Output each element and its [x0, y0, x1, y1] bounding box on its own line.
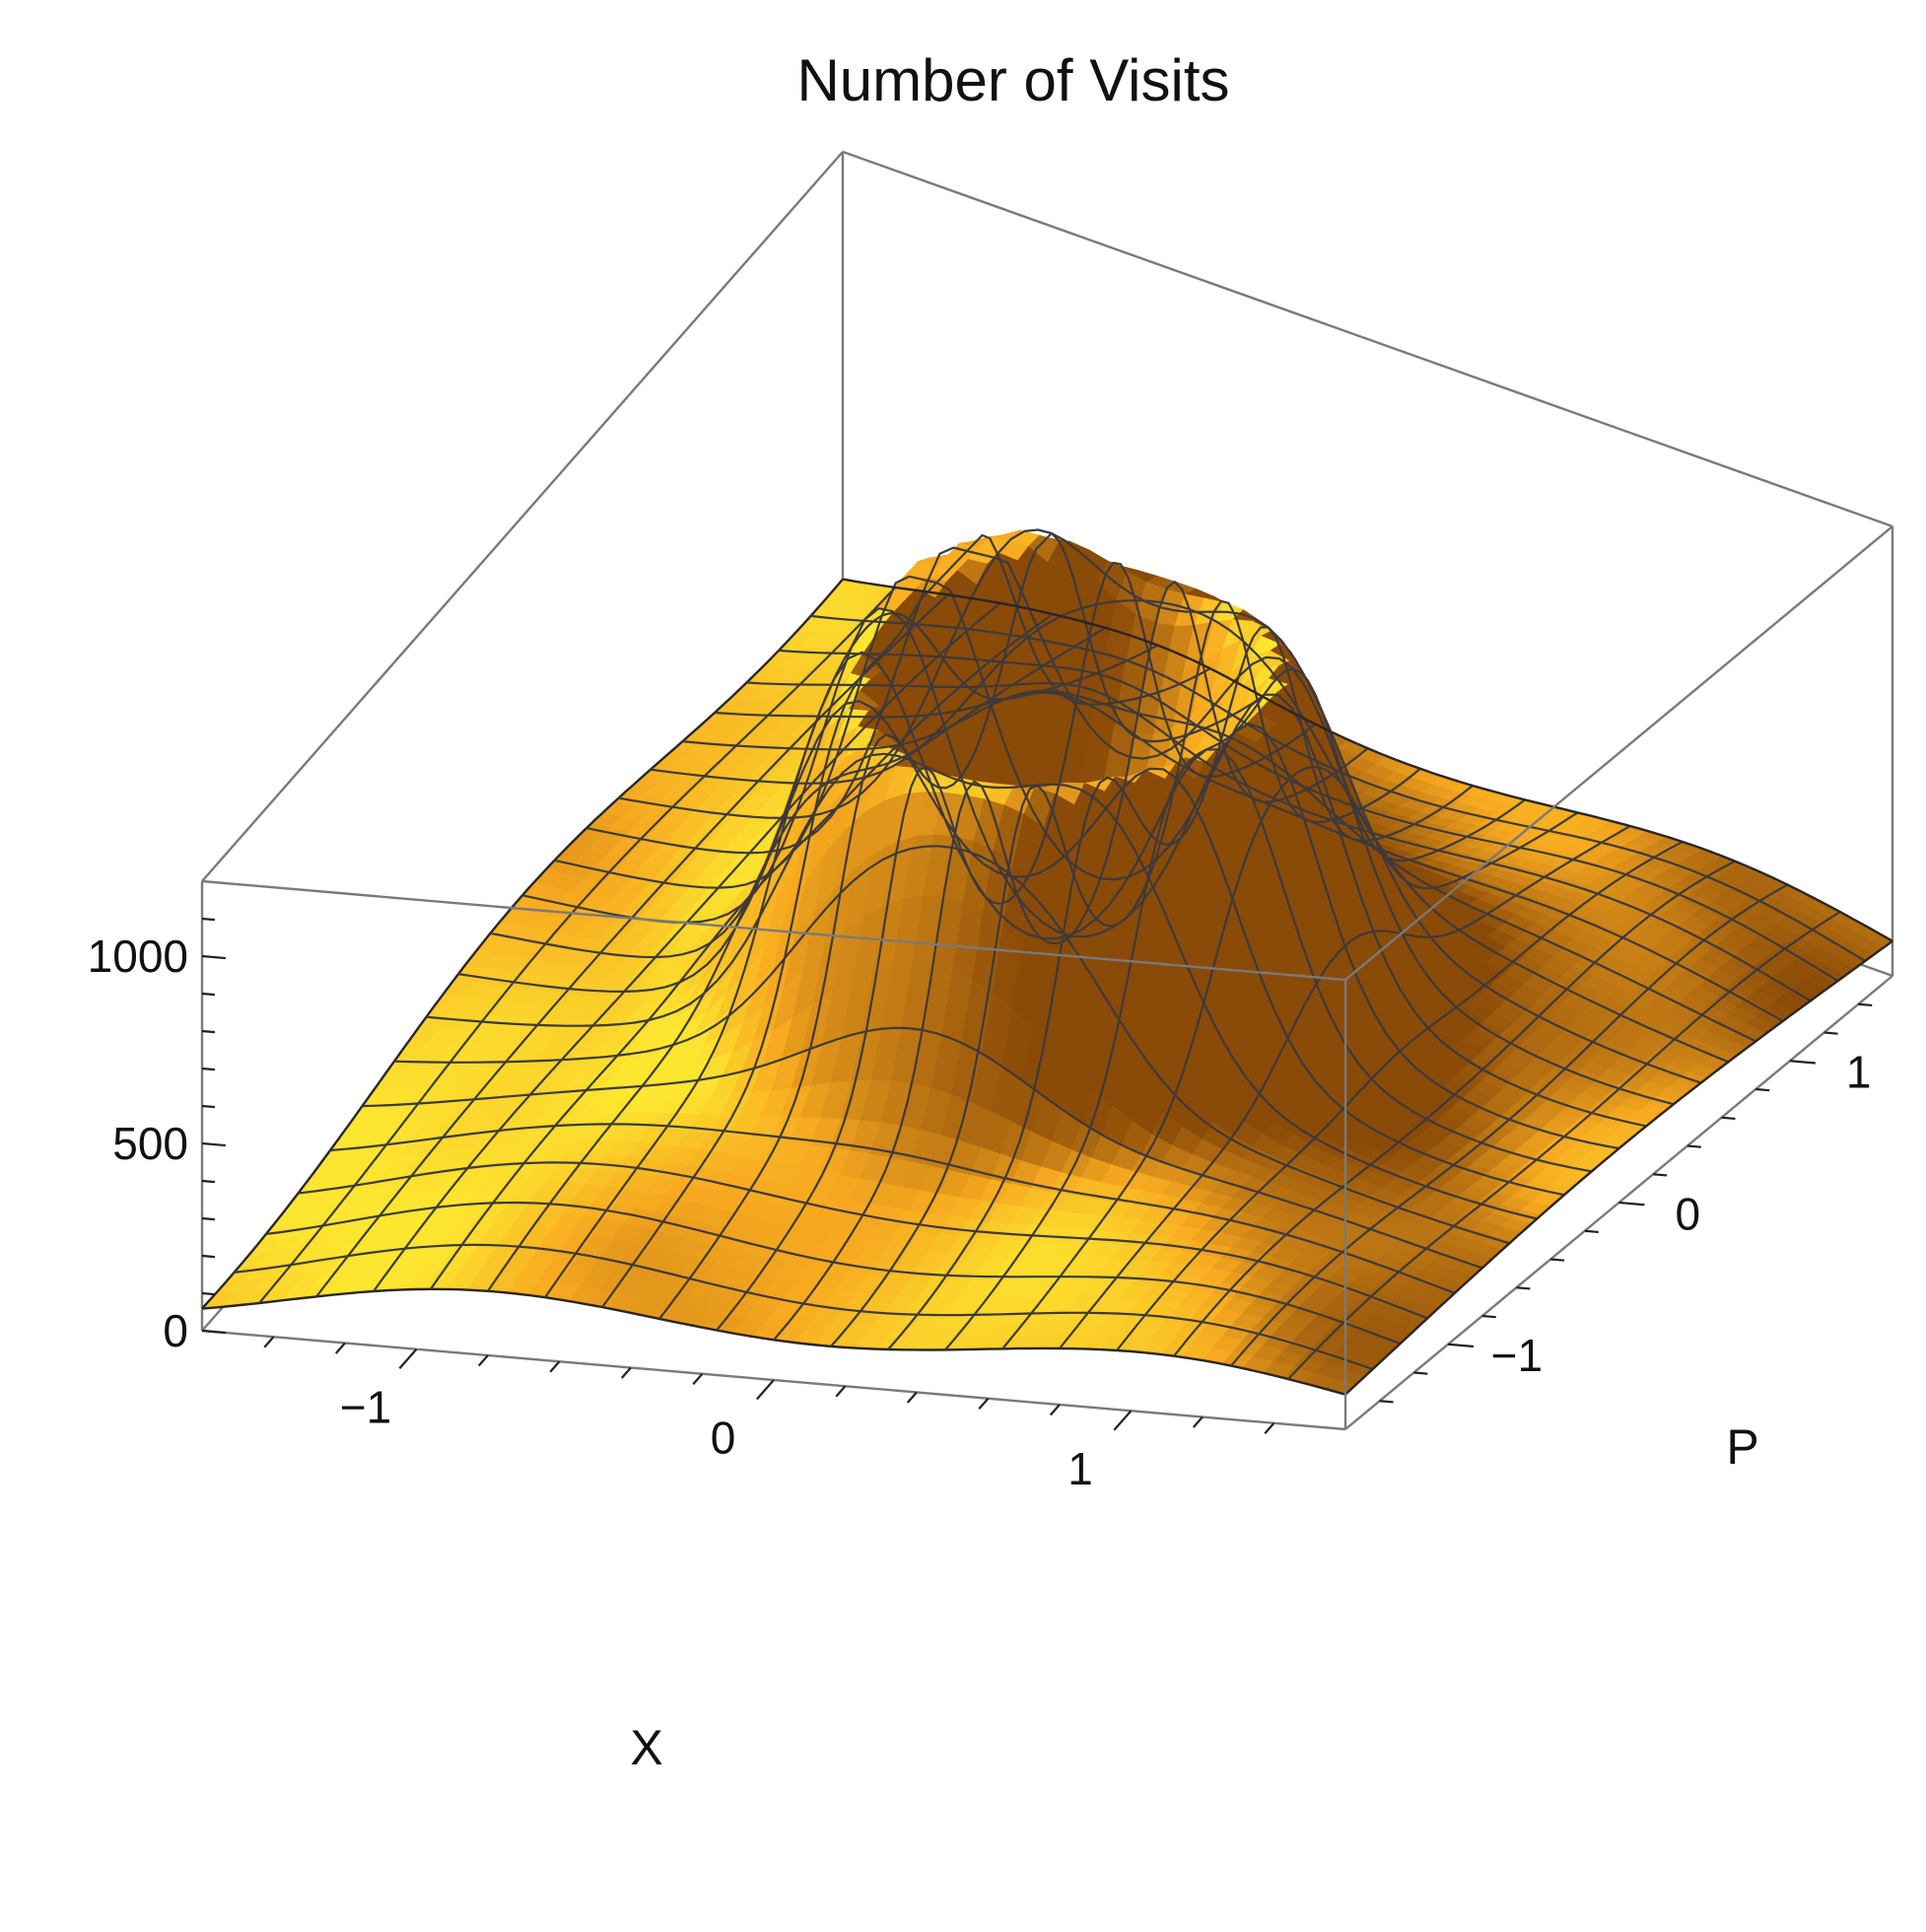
mesh-line-x — [830, 599, 1421, 1347]
p-tick-mark — [1413, 1371, 1428, 1375]
z-tick-mark — [201, 1029, 216, 1034]
y-axis-label: P — [1726, 1419, 1758, 1475]
mesh-line-p — [682, 689, 1756, 1043]
p-tick-mark — [1618, 1201, 1645, 1207]
p-tick-mark — [1550, 1258, 1565, 1262]
p-tick-mark — [1755, 1087, 1770, 1092]
z-tick-label: 1000 — [88, 931, 188, 982]
box-edge-top-front — [201, 879, 1346, 982]
z-tick-mark — [201, 954, 227, 960]
z-tick-mark — [201, 1254, 216, 1259]
mesh-line-p — [618, 528, 1702, 1084]
z-tick-mark — [201, 992, 216, 997]
x-tick-mark — [692, 1373, 704, 1385]
p-tick-label: 1 — [1846, 1047, 1872, 1098]
z-tick-mark — [201, 917, 216, 922]
x-tick-mark — [1192, 1415, 1204, 1428]
p-tick-label: 0 — [1675, 1188, 1700, 1239]
mesh-line-p — [746, 681, 1812, 1002]
mesh-line-x — [1173, 860, 1736, 1357]
z-tick-mark — [201, 1216, 216, 1221]
p-tick-mark — [1481, 1314, 1496, 1319]
x-tick-label: −1 — [340, 1381, 391, 1432]
x-tick-mark — [1264, 1422, 1275, 1434]
x-tick-mark — [978, 1398, 990, 1410]
x-tick-mark — [620, 1366, 632, 1379]
z-tick-mark — [201, 1067, 216, 1071]
z-tick-mark — [201, 1329, 227, 1335]
p-tick-mark — [1789, 1060, 1816, 1065]
box-edge-top-back — [842, 150, 1893, 528]
p-tick-mark — [1584, 1229, 1599, 1234]
p-tick-mark — [1516, 1286, 1531, 1290]
p-tick-mark — [1379, 1400, 1394, 1404]
x-tick-label: 1 — [1067, 1443, 1093, 1494]
p-tick-mark — [1653, 1173, 1668, 1177]
z-tick-mark — [201, 1291, 216, 1296]
x-tick-mark — [549, 1360, 561, 1373]
axis-labels: Number of Visits X P — [630, 47, 1758, 1775]
x-tick-mark — [334, 1342, 346, 1354]
p-tick-mark — [1721, 1116, 1736, 1121]
x-tick-mark — [1049, 1404, 1061, 1416]
z-tick-label: 500 — [112, 1118, 188, 1169]
x-tick-mark — [756, 1379, 775, 1401]
x-tick-mark — [906, 1391, 918, 1404]
mesh-line-p — [714, 691, 1784, 1022]
mesh-line-p — [778, 649, 1839, 983]
x-axis-label: X — [630, 1720, 662, 1775]
p-tick-mark — [1858, 1002, 1873, 1007]
x-tick-mark — [1113, 1410, 1133, 1431]
mesh-line-p — [521, 607, 1619, 1150]
box-edge-top-left — [201, 151, 844, 882]
mesh-line-x — [1116, 841, 1684, 1351]
x-tick-mark — [263, 1336, 275, 1348]
mesh-line-x — [1059, 825, 1631, 1349]
p-tick-mark — [1686, 1144, 1701, 1148]
surface-plot — [200, 528, 1894, 1396]
z-tick-mark — [201, 1141, 227, 1147]
axis-ticks: −1 0 1 −1 0 1 0 500 1000 — [88, 917, 1873, 1494]
mesh-line-x — [1344, 939, 1893, 1396]
p-tick-mark — [1447, 1343, 1475, 1348]
z-tick-mark — [201, 1104, 216, 1109]
mesh-line-p — [554, 575, 1647, 1128]
x-tick-mark — [398, 1348, 418, 1370]
z-tick-mark — [201, 1179, 216, 1184]
p-tick-mark — [1823, 1031, 1838, 1035]
x-tick-label: 0 — [711, 1413, 736, 1464]
mesh-line-x — [944, 667, 1526, 1351]
box-edge-top-right — [1344, 525, 1893, 981]
z-tick-label: 0 — [163, 1305, 188, 1356]
chart-title: Number of Visits — [796, 47, 1229, 113]
mesh-line-p — [842, 578, 1893, 942]
mesh-line-x — [1287, 911, 1841, 1380]
mesh-line-p — [810, 614, 1866, 962]
mesh-line-x — [1230, 883, 1789, 1367]
p-tick-label: −1 — [1491, 1330, 1543, 1381]
mesh-line-p — [585, 546, 1675, 1106]
x-tick-mark — [835, 1385, 847, 1398]
mesh-line-p — [650, 599, 1729, 1064]
x-tick-mark — [477, 1354, 489, 1367]
